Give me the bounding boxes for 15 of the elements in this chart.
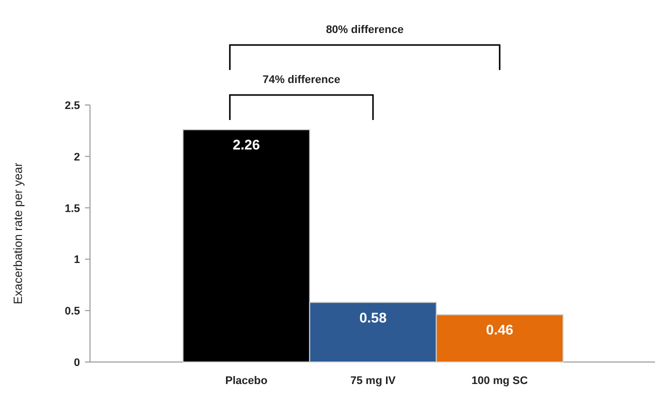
- x-tick-label: 75 mg IV: [350, 375, 396, 387]
- text: 74% difference: [262, 74, 340, 86]
- x-tick-label: 100 mg SC: [472, 375, 528, 387]
- y-tick-label: 2: [74, 151, 80, 164]
- y-tick-label: 1: [74, 254, 80, 266]
- y-axis-title: Exacerbation rate per year: [11, 162, 25, 304]
- y-tick-label: 0.5: [64, 306, 80, 318]
- data-label: 2.26: [232, 136, 260, 153]
- data-label: 0.58: [359, 309, 387, 326]
- text: 80% difference: [326, 24, 404, 36]
- y-tick-label: 1.5: [64, 202, 80, 215]
- data-label: 0.46: [486, 322, 514, 338]
- x-tick-label: Placebo: [225, 375, 268, 387]
- y-tick-label: 0: [74, 357, 80, 369]
- y-tick-label: 2.5: [64, 100, 80, 112]
